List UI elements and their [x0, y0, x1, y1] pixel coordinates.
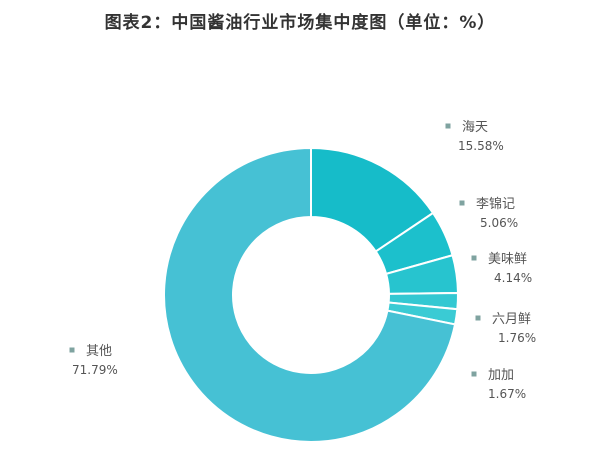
slice-value-2: 5.06% — [480, 216, 518, 230]
legend-marker-6 — [69, 347, 75, 353]
slice-value-6: 71.79% — [72, 363, 118, 377]
slice-value-4: 1.76% — [498, 331, 536, 345]
donut-slice-6 — [163, 146, 457, 443]
slice-label-3: 美味鲜 — [488, 252, 527, 267]
legend-marker-1 — [445, 123, 451, 129]
slice-label-4: 六月鲜 — [492, 312, 531, 327]
legend-marker-4 — [475, 315, 481, 321]
slice-value-5: 1.67% — [488, 387, 526, 401]
slice-label-1: 海天 — [462, 120, 488, 135]
slice-value-3: 4.14% — [494, 271, 532, 285]
slice-labels: 海天 15.58% 李锦记 5.06% 美味鲜 4.14% 六月鲜 1.76% 加加 1.67% 其… — [69, 120, 536, 401]
chart-title: 图表2：中国酱油行业市场集中度图（单位：%） — [104, 13, 496, 33]
legend-marker-5 — [471, 371, 477, 377]
slice-label-2: 李锦记 — [476, 197, 515, 212]
legend-marker-3 — [471, 255, 477, 261]
slice-value-1: 15.58% — [458, 139, 504, 153]
slice-label-6: 其他 — [86, 344, 112, 359]
slice-label-5: 加加 — [488, 368, 514, 383]
donut-slices — [163, 146, 459, 443]
legend-marker-2 — [459, 200, 465, 206]
